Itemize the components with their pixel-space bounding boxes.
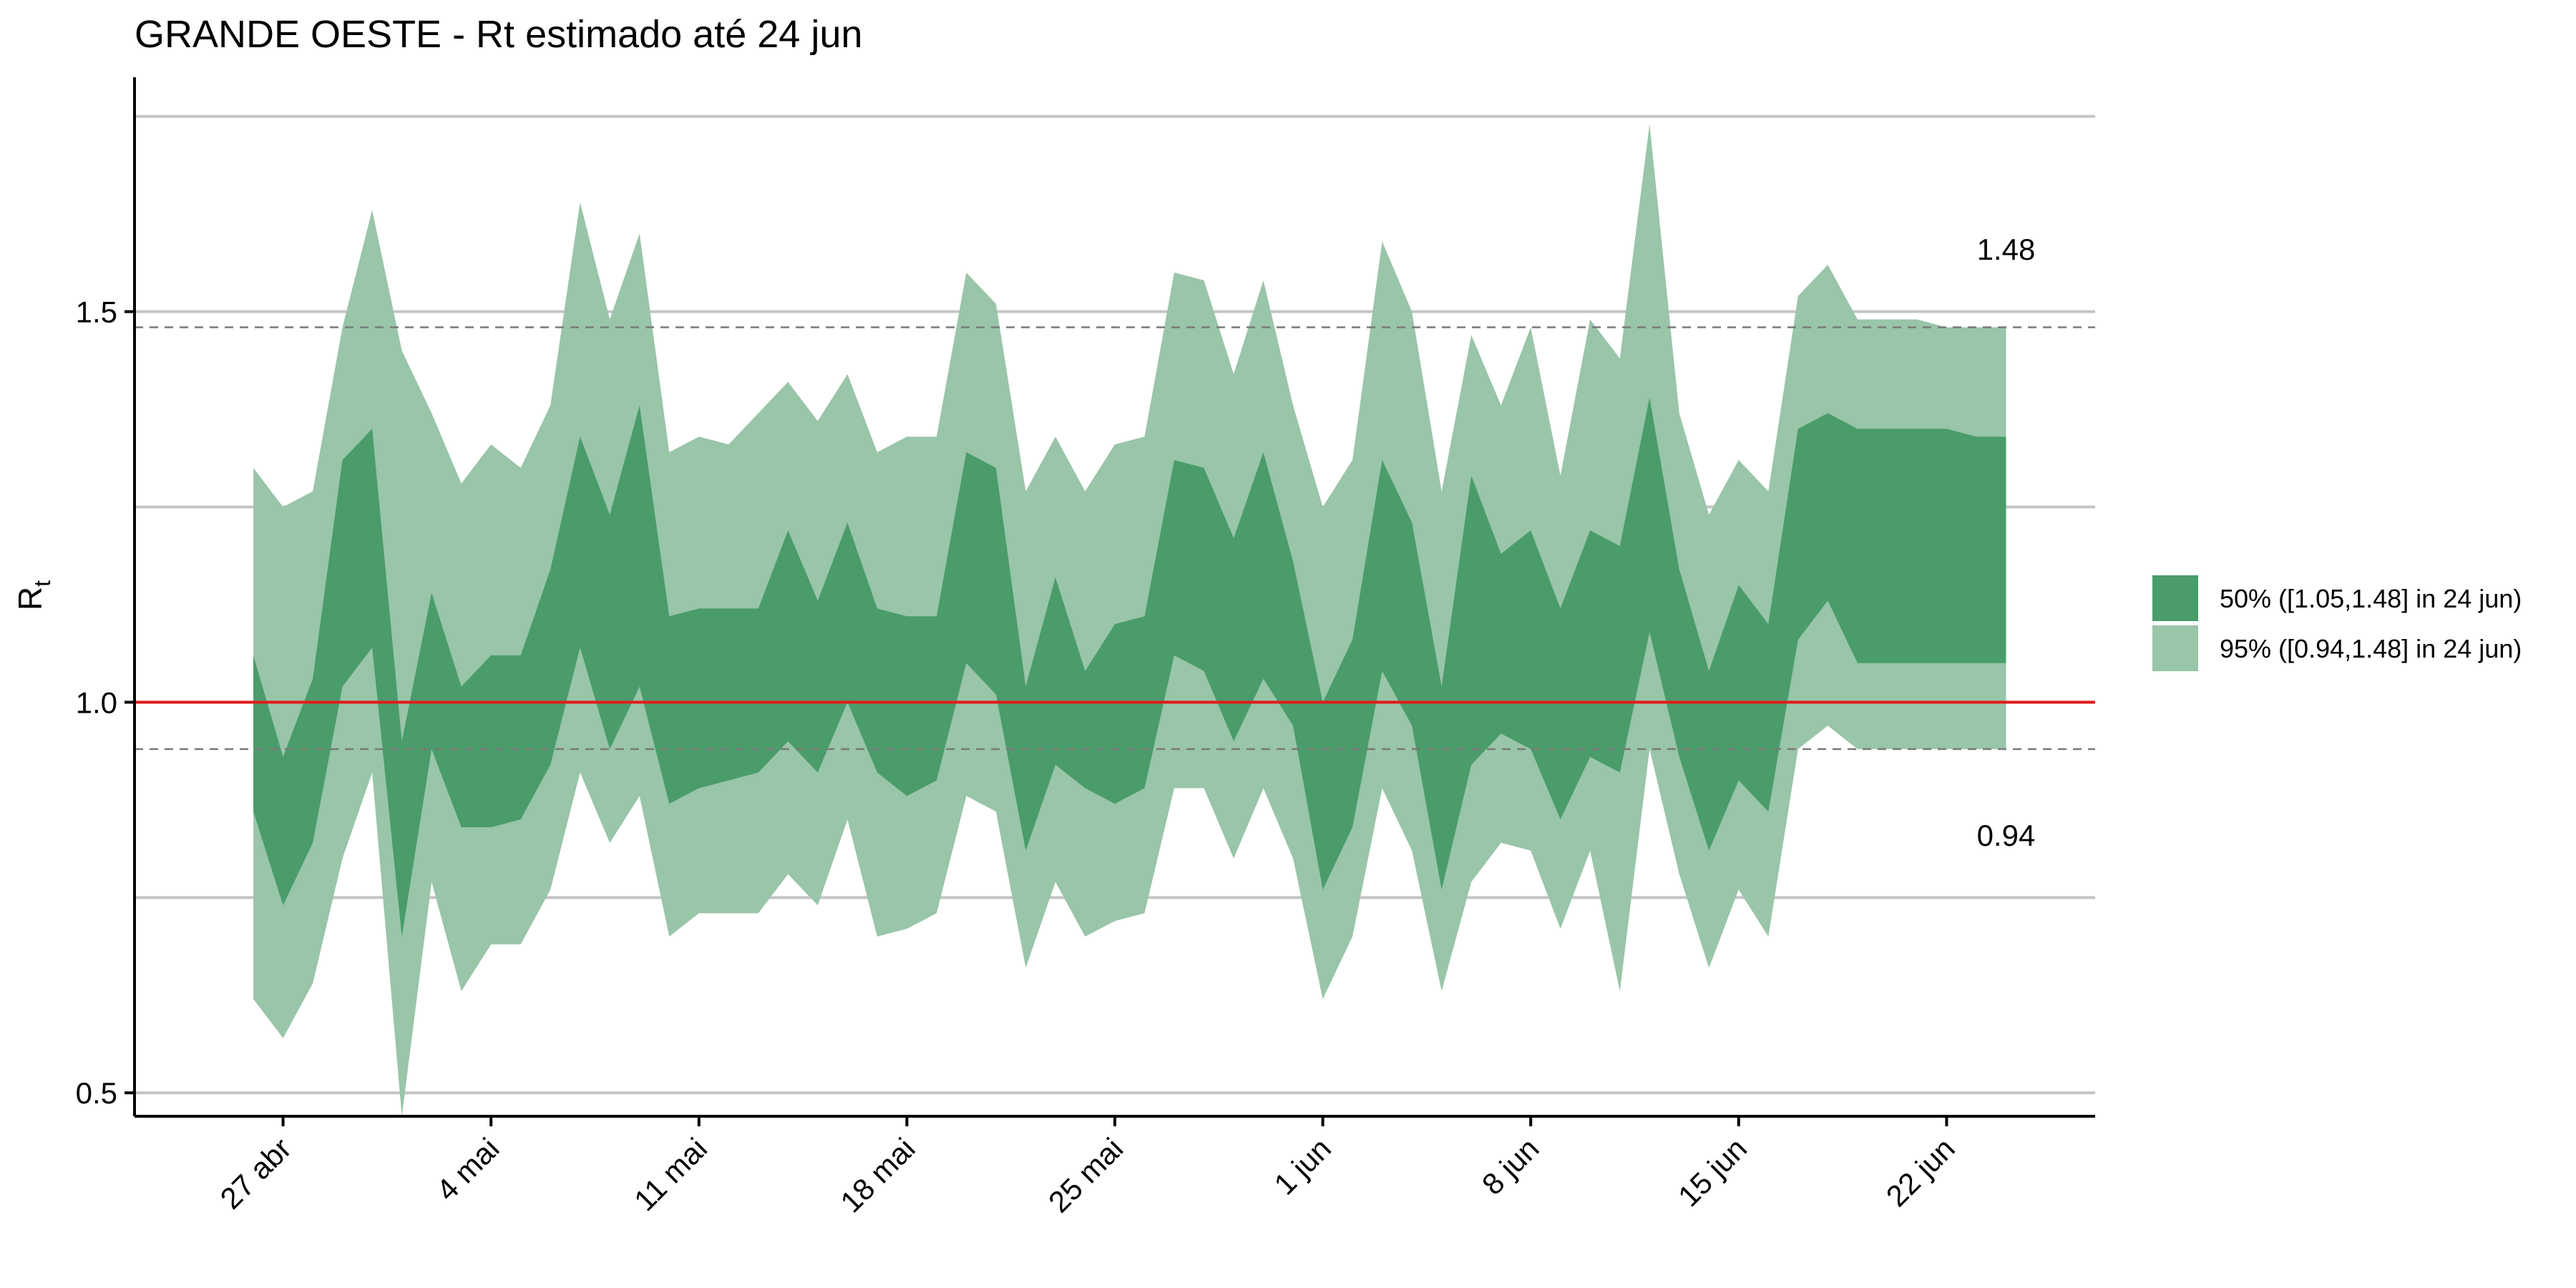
y-axis-title-subscript: t xyxy=(29,580,55,587)
annotation-0: 1.48 xyxy=(1977,233,2036,266)
x-tick-label-5: 1 jun xyxy=(1267,1131,1337,1201)
x-tick-label-7: 15 jun xyxy=(1672,1131,1753,1213)
reference-lines xyxy=(135,326,2095,751)
x-tick-label-4: 25 mai xyxy=(1042,1131,1129,1219)
annotations: 1.48 0.94 xyxy=(1977,233,2036,852)
y-tick-label-2: 1.5 xyxy=(76,296,117,329)
credible-interval-bands xyxy=(253,124,2006,1116)
x-tick-label-0: 27 abr xyxy=(213,1131,297,1215)
x-tick-label-8: 22 jun xyxy=(1880,1131,1961,1213)
x-tick-label-6: 8 jun xyxy=(1475,1131,1546,1201)
chart-title: GRANDE OESTE - Rt estimado até 24 jun xyxy=(135,13,862,56)
y-tick-label-1: 1.0 xyxy=(76,686,117,719)
legend-swatch-0 xyxy=(2152,575,2198,621)
y-tick-label-0: 0.5 xyxy=(76,1076,117,1110)
legend-label-1: 95% ([0.94,1.48] in 24 jun) xyxy=(2220,634,2522,663)
y-axis-title-main: R xyxy=(11,587,49,610)
x-ticks: 27 abr 4 mai 11 mai 18 mai 25 mai 1 jun 8 jun 1… xyxy=(213,1116,1961,1219)
y-axis-title: Rt xyxy=(11,580,55,610)
legend-swatch-1 xyxy=(2152,625,2198,671)
x-tick-label-1: 4 mai xyxy=(430,1131,506,1207)
y-ticks: 0.5 1.0 1.5 xyxy=(76,296,135,1110)
band-50 xyxy=(253,397,2006,937)
x-tick-label-3: 18 mai xyxy=(834,1131,921,1219)
annotation-1: 0.94 xyxy=(1977,819,2036,852)
x-tick-label-2: 11 mai xyxy=(628,1131,713,1217)
legend-label-0: 50% ([1.05,1.48] in 24 jun) xyxy=(2220,584,2522,613)
legend: 50% ([1.05,1.48] in 24 jun) 95% ([0.94,1.… xyxy=(2151,574,2522,673)
